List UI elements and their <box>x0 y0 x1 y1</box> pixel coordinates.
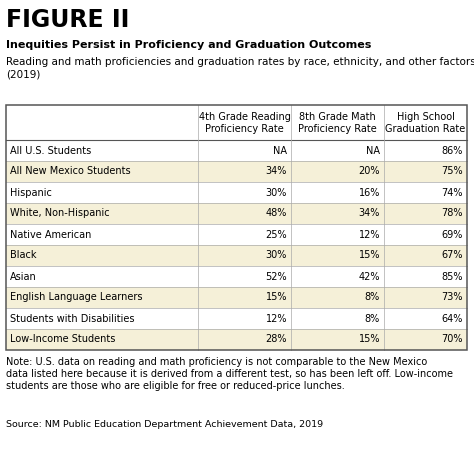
Text: All New Mexico Students: All New Mexico Students <box>10 167 131 177</box>
Text: 15%: 15% <box>265 293 287 303</box>
Text: All U.S. Students: All U.S. Students <box>10 145 91 155</box>
Text: White, Non-Hispanic: White, Non-Hispanic <box>10 208 109 218</box>
Text: 73%: 73% <box>441 293 463 303</box>
Text: 48%: 48% <box>265 208 287 218</box>
Bar <box>6 203 467 224</box>
Text: 34%: 34% <box>265 167 287 177</box>
Bar <box>6 161 467 182</box>
Text: English Language Learners: English Language Learners <box>10 293 143 303</box>
Text: Students with Disabilities: Students with Disabilities <box>10 313 135 323</box>
Text: 15%: 15% <box>358 251 380 260</box>
Text: 74%: 74% <box>441 188 463 198</box>
Text: 28%: 28% <box>265 334 287 344</box>
Text: NA: NA <box>366 145 380 155</box>
Text: Source: NM Public Education Department Achievement Data, 2019: Source: NM Public Education Department A… <box>6 420 323 429</box>
Text: High School
Graduation Rate: High School Graduation Rate <box>385 111 465 134</box>
Text: 30%: 30% <box>265 251 287 260</box>
Text: 64%: 64% <box>442 313 463 323</box>
Text: 86%: 86% <box>442 145 463 155</box>
Text: students are those who are eligible for free or reduced-price lunches.: students are those who are eligible for … <box>6 381 345 391</box>
Text: NA: NA <box>273 145 287 155</box>
Bar <box>6 287 467 308</box>
Text: 16%: 16% <box>359 188 380 198</box>
Text: 8%: 8% <box>365 313 380 323</box>
Text: 75%: 75% <box>441 167 463 177</box>
Text: 20%: 20% <box>358 167 380 177</box>
Text: 12%: 12% <box>265 313 287 323</box>
Text: Black: Black <box>10 251 36 260</box>
Bar <box>6 329 467 350</box>
Bar <box>6 245 467 266</box>
Text: Low-Income Students: Low-Income Students <box>10 334 115 344</box>
Text: Inequities Persist in Proficiency and Graduation Outcomes: Inequities Persist in Proficiency and Gr… <box>6 40 371 50</box>
Text: 70%: 70% <box>441 334 463 344</box>
Bar <box>6 105 467 350</box>
Text: Note: U.S. data on reading and math proficiency is not comparable to the New Mex: Note: U.S. data on reading and math prof… <box>6 357 427 367</box>
Text: FIGURE II: FIGURE II <box>6 8 129 32</box>
Text: 69%: 69% <box>442 230 463 240</box>
Text: 8th Grade Math
Proficiency Rate: 8th Grade Math Proficiency Rate <box>298 111 377 134</box>
Text: data listed here because it is derived from a different test, so has been left o: data listed here because it is derived f… <box>6 369 453 379</box>
Text: 12%: 12% <box>358 230 380 240</box>
Text: Reading and math proficiencies and graduation rates by race, ethnicity, and othe: Reading and math proficiencies and gradu… <box>6 57 474 80</box>
Text: 42%: 42% <box>358 271 380 281</box>
Text: 4th Grade Reading
Proficiency Rate: 4th Grade Reading Proficiency Rate <box>199 111 291 134</box>
Text: 67%: 67% <box>441 251 463 260</box>
Text: 30%: 30% <box>265 188 287 198</box>
Text: 25%: 25% <box>265 230 287 240</box>
Text: 34%: 34% <box>359 208 380 218</box>
Text: 8%: 8% <box>365 293 380 303</box>
Text: 15%: 15% <box>358 334 380 344</box>
Text: Hispanic: Hispanic <box>10 188 52 198</box>
Text: 85%: 85% <box>441 271 463 281</box>
Text: Asian: Asian <box>10 271 37 281</box>
Text: 78%: 78% <box>441 208 463 218</box>
Text: 52%: 52% <box>265 271 287 281</box>
Text: Native American: Native American <box>10 230 91 240</box>
